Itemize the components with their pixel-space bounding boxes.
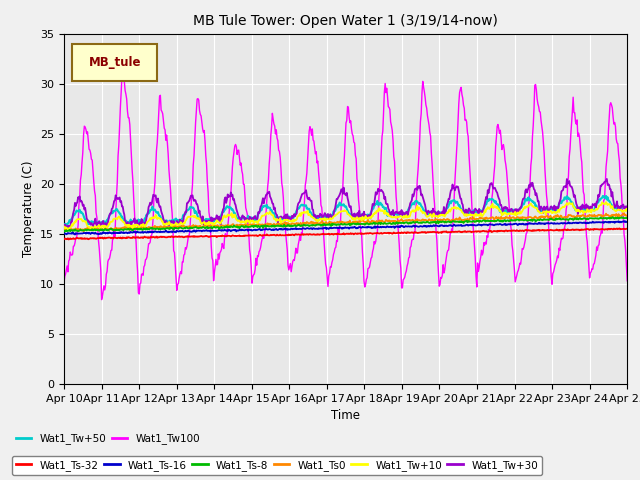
Wat1_Tw+30 <box>60 224 68 229</box>
Wat1_Tw+50 <box>216 215 224 220</box>
Wat1_Ts-16 <box>415 224 422 229</box>
Line: Wat1_Tw+30: Wat1_Tw+30 <box>64 179 627 228</box>
Line: Wat1_Tw100: Wat1_Tw100 <box>64 67 627 300</box>
Wat1_Ts-16 <box>620 218 628 224</box>
Wat1_Ts0 <box>620 210 628 216</box>
Wat1_Tw+50 <box>129 218 137 224</box>
Wat1_Tw+50 <box>71 211 79 217</box>
Wat1_Tw+10 <box>216 220 224 226</box>
Wat1_Tw100 <box>432 228 440 234</box>
Wat1_Tw+10 <box>71 218 79 224</box>
Wat1_Ts-8 <box>414 220 422 226</box>
Wat1_Tw+30 <box>603 176 611 182</box>
Wat1_Ts-16 <box>431 223 439 228</box>
Wat1_Ts-8 <box>128 228 136 233</box>
Line: Wat1_Ts0: Wat1_Ts0 <box>64 213 627 231</box>
Wat1_Tw+10 <box>186 214 194 220</box>
Legend: Wat1_Tw+50, Wat1_Tw100: Wat1_Tw+50, Wat1_Tw100 <box>12 429 204 448</box>
Wat1_Ts-32 <box>623 226 631 232</box>
Line: Wat1_Tw+10: Wat1_Tw+10 <box>64 202 627 229</box>
Legend: Wat1_Ts-32, Wat1_Ts-16, Wat1_Ts-8, Wat1_Ts0, Wat1_Tw+10, Wat1_Tw+30: Wat1_Ts-32, Wat1_Ts-16, Wat1_Ts-8, Wat1_… <box>12 456 542 475</box>
Wat1_Ts0 <box>70 227 78 233</box>
Wat1_Tw+30 <box>70 207 78 213</box>
Wat1_Ts0 <box>129 226 137 232</box>
Wat1_Ts-8 <box>70 228 78 234</box>
Wat1_Ts0 <box>60 228 68 234</box>
Wat1_Ts-8 <box>623 215 631 220</box>
Wat1_Tw+30 <box>186 195 194 201</box>
Wat1_Ts-32 <box>65 237 72 242</box>
Wat1_Tw+50 <box>415 201 422 207</box>
Wat1_Tw+30 <box>97 225 105 231</box>
Wat1_Tw100 <box>416 139 424 145</box>
Line: Wat1_Ts-16: Wat1_Ts-16 <box>64 221 627 235</box>
Wat1_Tw+30 <box>216 217 224 223</box>
Wat1_Ts-8 <box>609 214 616 220</box>
Wat1_Tw+30 <box>415 185 422 191</box>
Wat1_Ts-16 <box>129 229 137 235</box>
Wat1_Tw+50 <box>60 222 68 228</box>
Text: MB_tule: MB_tule <box>88 56 141 69</box>
Y-axis label: Temperature (C): Temperature (C) <box>22 160 35 257</box>
Wat1_Ts-8 <box>186 225 193 231</box>
Wat1_Tw+10 <box>623 208 631 214</box>
Wat1_Ts-32 <box>186 234 194 240</box>
Wat1_Ts-8 <box>431 219 438 225</box>
Wat1_Tw100 <box>98 297 106 302</box>
Wat1_Ts0 <box>415 217 422 223</box>
Wat1_Tw+50 <box>623 205 631 211</box>
Wat1_Tw100 <box>70 243 78 249</box>
Wat1_Tw+10 <box>60 224 68 229</box>
Wat1_Ts-16 <box>623 219 631 225</box>
Wat1_Ts-8 <box>215 226 223 232</box>
Wat1_Tw100 <box>119 64 127 70</box>
Wat1_Tw+30 <box>623 204 631 209</box>
Wat1_Ts-32 <box>71 236 79 241</box>
Wat1_Tw+50 <box>186 204 194 210</box>
Wat1_Tw+50 <box>431 210 439 216</box>
Wat1_Ts0 <box>216 224 224 229</box>
Wat1_Ts0 <box>623 213 631 218</box>
Title: MB Tule Tower: Open Water 1 (3/19/14-now): MB Tule Tower: Open Water 1 (3/19/14-now… <box>193 14 498 28</box>
Wat1_Tw+10 <box>415 204 422 210</box>
Wat1_Tw+30 <box>129 219 137 225</box>
Wat1_Ts-16 <box>60 230 68 236</box>
Line: Wat1_Tw+50: Wat1_Tw+50 <box>64 196 627 226</box>
Wat1_Ts-8 <box>60 229 68 235</box>
Line: Wat1_Ts-32: Wat1_Ts-32 <box>64 228 627 240</box>
Wat1_Tw+50 <box>602 193 610 199</box>
Wat1_Tw+10 <box>129 222 137 228</box>
Wat1_Tw+50 <box>63 223 70 228</box>
Wat1_Ts-16 <box>186 228 194 234</box>
Wat1_Tw100 <box>60 280 68 286</box>
Wat1_Tw+10 <box>65 227 72 232</box>
Wat1_Ts-32 <box>129 234 137 240</box>
X-axis label: Time: Time <box>331 409 360 422</box>
Wat1_Tw100 <box>187 208 195 214</box>
Wat1_Tw+10 <box>602 199 610 205</box>
Wat1_Ts-32 <box>431 229 439 235</box>
Wat1_Ts-32 <box>60 236 68 242</box>
Wat1_Ts0 <box>431 216 439 222</box>
Wat1_Ts-16 <box>70 231 78 237</box>
Wat1_Tw100 <box>623 278 631 284</box>
Wat1_Ts-32 <box>415 230 422 236</box>
Wat1_Tw+10 <box>431 214 439 219</box>
Wat1_Ts0 <box>186 225 194 230</box>
Wat1_Ts-16 <box>71 232 79 238</box>
Wat1_Ts0 <box>80 228 88 234</box>
FancyBboxPatch shape <box>72 44 157 81</box>
Line: Wat1_Ts-8: Wat1_Ts-8 <box>64 217 627 232</box>
Wat1_Ts-32 <box>616 226 623 231</box>
Wat1_Tw+30 <box>431 211 439 216</box>
Wat1_Tw100 <box>217 249 225 254</box>
Wat1_Ts-32 <box>216 233 224 239</box>
Wat1_Tw100 <box>130 195 138 201</box>
Wat1_Ts-16 <box>216 227 224 233</box>
